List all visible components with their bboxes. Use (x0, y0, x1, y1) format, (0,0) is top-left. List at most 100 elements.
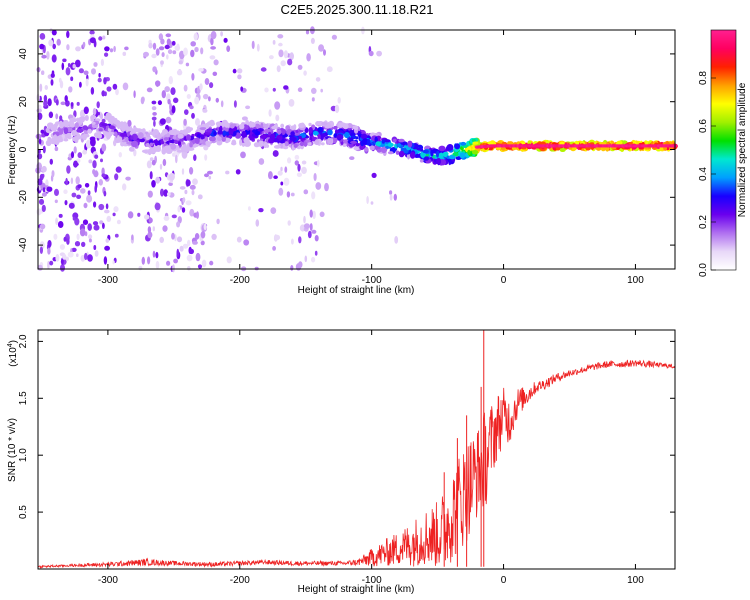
spectrogram-cell (239, 123, 245, 130)
spectrogram-cell (318, 127, 323, 132)
spectrogram-cell (101, 123, 108, 127)
spectrogram-cell (74, 217, 80, 226)
spectrogram-cell (98, 128, 103, 132)
colorbar: 0.0 0.2 0.4 0.6 0.8 Normalized spectral ampl… (698, 29, 748, 277)
spectrogram-cell (104, 91, 107, 97)
spectrogram-cell (131, 140, 139, 148)
spectrogram-cell (381, 139, 385, 144)
top-x-axis-label: Height of straight line (km) (298, 285, 415, 296)
spectrogram-cell (67, 63, 71, 68)
spectrogram-cell (143, 214, 150, 220)
spectrogram-cell (310, 37, 315, 45)
spectrogram-cell (112, 212, 116, 217)
spectrogram-cell (104, 209, 110, 214)
spectrogram-cell (161, 52, 165, 58)
spectrogram-cell (189, 167, 194, 175)
spectrogram-cell (36, 108, 42, 113)
spectrogram-cell (374, 136, 378, 143)
spectrogram-cells (35, 26, 678, 273)
spectrogram-cell (63, 189, 68, 194)
spectrogram-cell (55, 217, 58, 225)
spectrogram-cell (273, 145, 281, 149)
spectrogram-cell (183, 84, 188, 92)
spectrogram-cell (422, 149, 430, 154)
colorbar-tick-label: 0.8 (698, 71, 709, 85)
spectrogram-cell (178, 60, 183, 65)
x-tick-label: 0 (501, 575, 507, 586)
spectrogram-cell (86, 194, 93, 203)
spectrogram-cell (37, 209, 44, 214)
spectrogram-cell (199, 127, 207, 131)
spectrogram-cell (157, 147, 161, 152)
x-tick-label: -300 (98, 275, 118, 286)
spectrogram-cell (342, 123, 349, 130)
spectrogram-cell (155, 260, 160, 269)
spectrogram-cell (245, 119, 249, 126)
spectrogram-cell (102, 222, 105, 229)
spectrogram-cell (147, 256, 151, 265)
spectrogram-cell (124, 46, 129, 51)
spectrogram-cell (125, 136, 129, 143)
spectrogram-cell (359, 144, 365, 150)
spectrogram-cell (163, 189, 169, 197)
spectrogram-cell (200, 240, 205, 246)
spectrogram-cell (101, 90, 106, 97)
spectrogram-cell (298, 261, 303, 268)
spectrogram-cell (259, 134, 267, 139)
spectrogram-cell (137, 132, 144, 140)
spectrogram-cell (74, 122, 79, 129)
spectrogram-cell (185, 200, 192, 206)
spectrogram-cell (295, 130, 299, 133)
spectrogram-cell (414, 153, 421, 158)
spectrogram-cell (72, 136, 78, 142)
spectrogram-cell (163, 137, 170, 141)
spectrogram-cell (177, 133, 184, 139)
spectrogram-cell (151, 180, 156, 188)
spectrogram-cell (165, 149, 173, 154)
spectrogram-cell (248, 121, 256, 128)
spectrogram-cell (162, 225, 168, 232)
spectrogram-cell (257, 128, 264, 132)
spectrogram-cell (389, 194, 393, 201)
spectrogram-cell (79, 228, 86, 237)
x-tick-label: -100 (362, 275, 382, 286)
spectrogram-cell (336, 134, 344, 140)
spectrogram-cell (167, 49, 173, 55)
spectrogram-cell (127, 127, 131, 132)
scale-factor-exponent: 4 (7, 343, 14, 347)
bottom-y-ticks: 0.5 1.0 1.5 2.0 (18, 334, 675, 519)
spectrogram-cell (41, 204, 46, 212)
spectrogram-cell (193, 154, 197, 162)
spectrogram-cell (127, 119, 132, 128)
spectrogram-cell (225, 130, 230, 136)
spectrogram-cell (163, 215, 170, 221)
spectrogram-cell (143, 51, 149, 57)
spectrogram-cell (283, 50, 288, 59)
spectrogram-cell (104, 245, 110, 251)
spectrogram-cell (231, 141, 237, 146)
spectrogram-cell (204, 78, 210, 85)
spectrogram-cell (459, 152, 466, 159)
spectrogram-cell (445, 145, 451, 151)
spectrogram-cell (76, 133, 81, 140)
spectrogram-cell (101, 173, 106, 178)
spectrogram-cell (287, 157, 292, 164)
colorbar-gradient (711, 30, 736, 270)
spectrogram-cell (127, 211, 134, 219)
spectrogram-cell (222, 130, 227, 136)
spectrogram-cell (94, 154, 99, 159)
spectrogram-cell (39, 43, 45, 50)
spectrogram-cell (228, 134, 233, 139)
spectrogram-cell (307, 230, 312, 239)
x-tick-label: -200 (230, 275, 250, 286)
x-tick-label: 100 (627, 575, 644, 586)
colorbar-label: Normalized spectral amplitude (737, 82, 748, 217)
spectrogram-cell (77, 184, 82, 189)
spectrogram-cell (109, 48, 114, 53)
spectrogram-cell (113, 45, 116, 53)
spectrogram-cell (146, 160, 152, 169)
spectrogram-cell (60, 101, 66, 106)
spectrogram-cell (307, 141, 312, 146)
spectrogram-cell (183, 47, 188, 56)
